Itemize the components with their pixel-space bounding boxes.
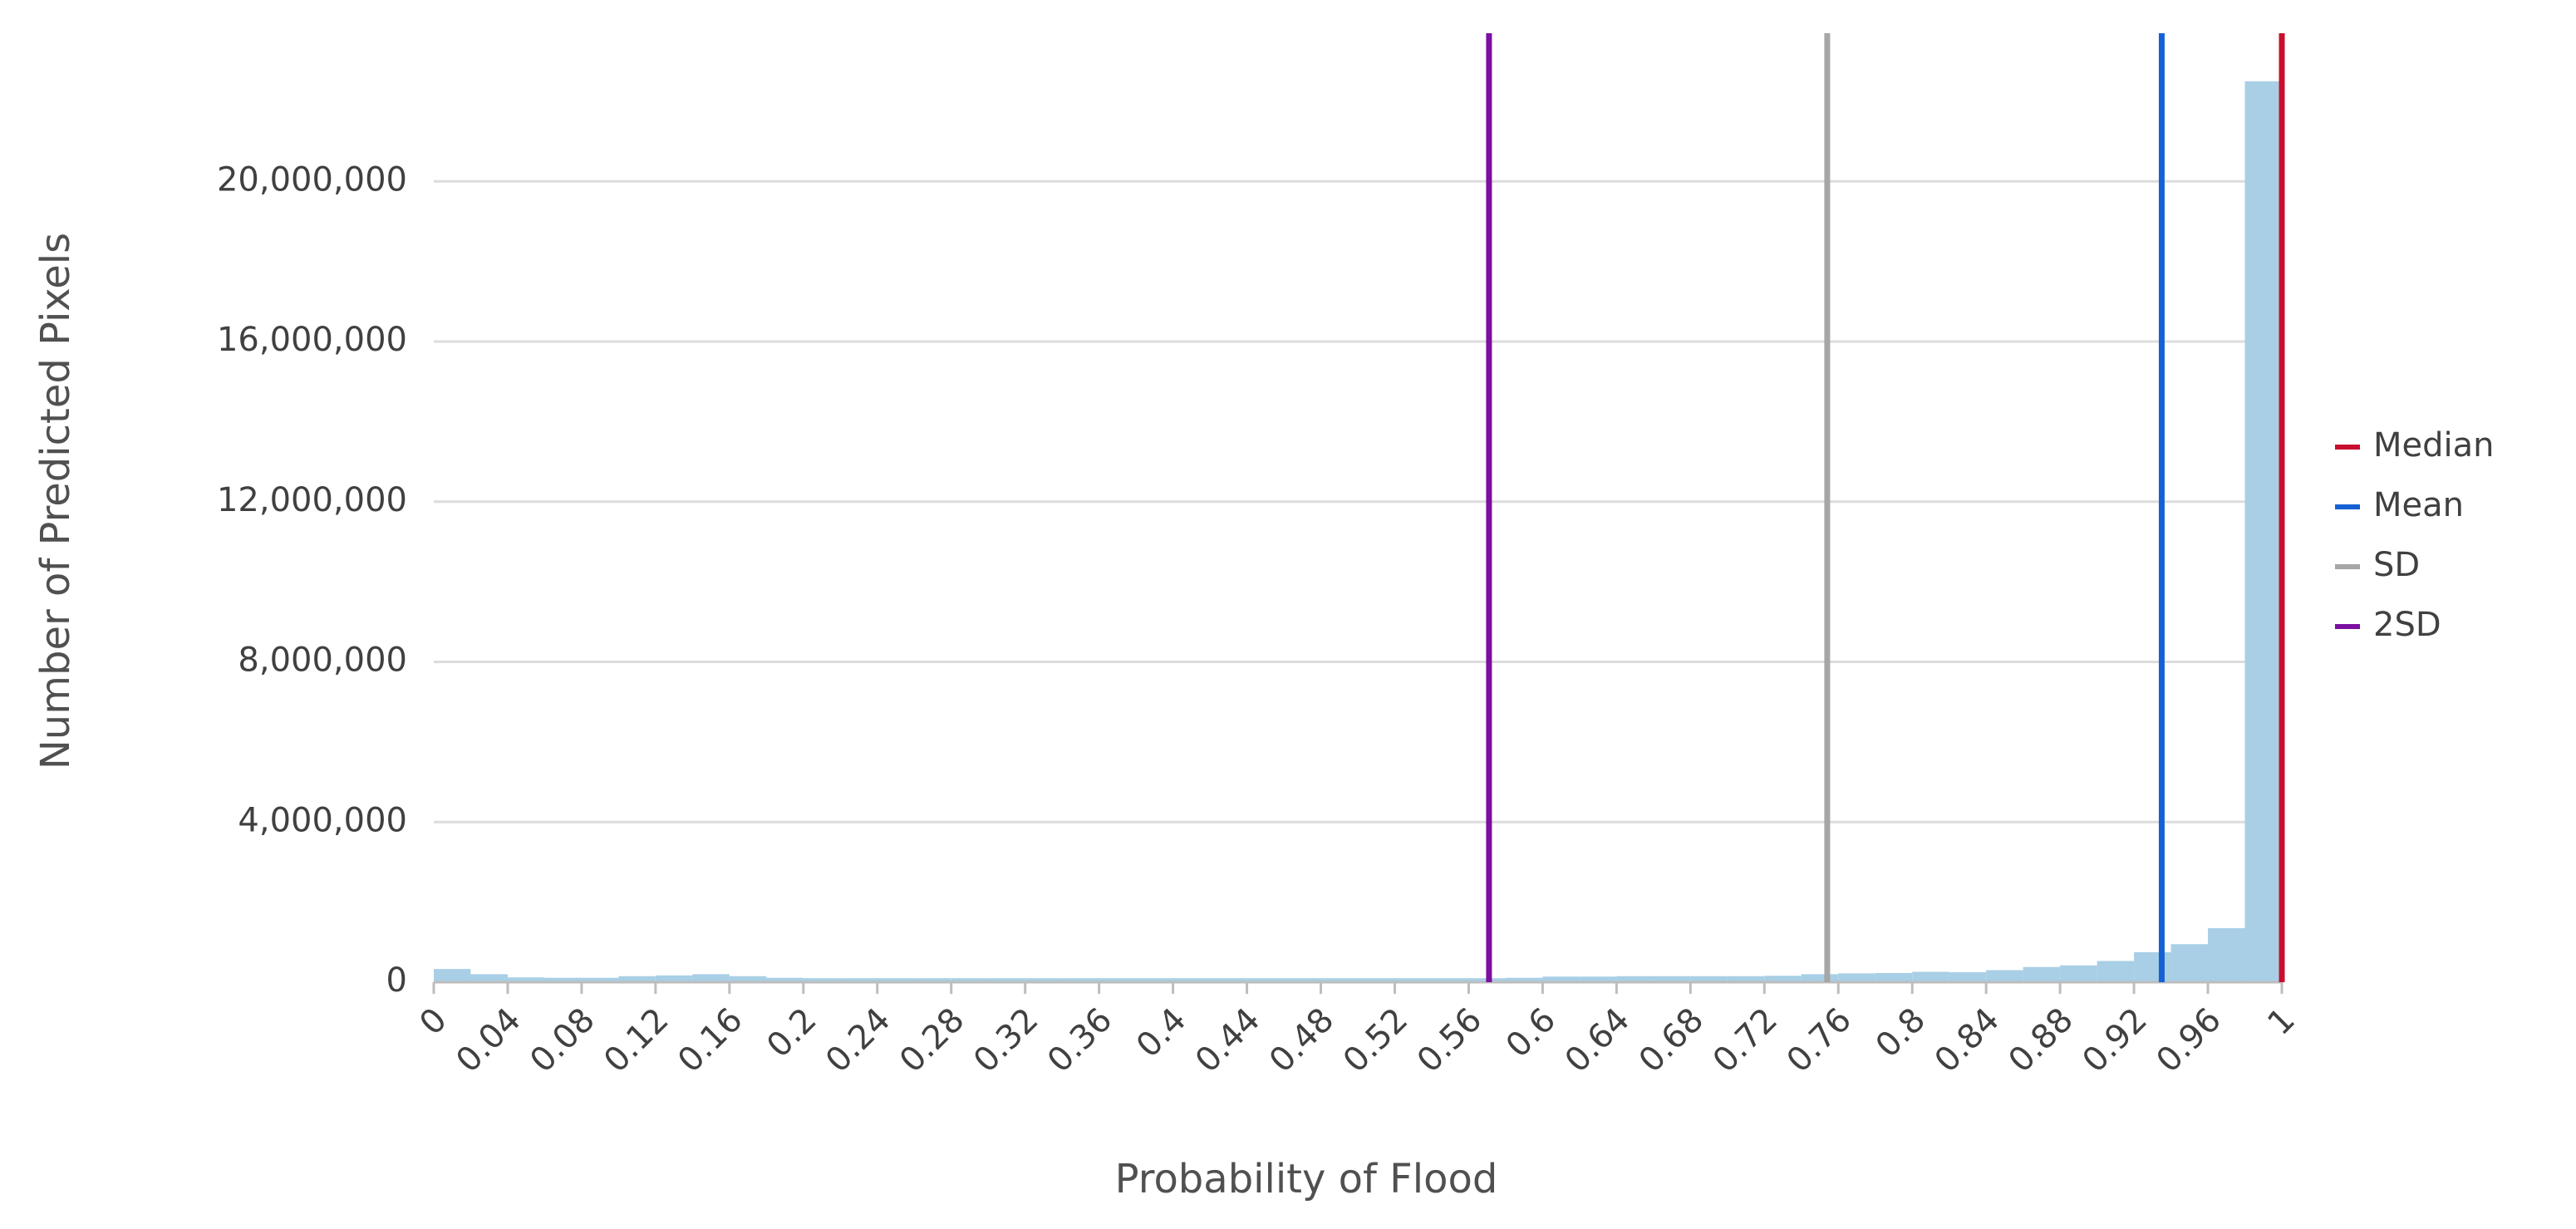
x-tick-label: 0.64: [1558, 1000, 1638, 1080]
bar: [544, 977, 582, 982]
bar: [877, 978, 915, 982]
bar: [1246, 978, 1285, 982]
bar: [1875, 972, 1913, 982]
legend-label: 2SD: [2373, 606, 2441, 644]
x-tick-label: 0.24: [819, 1000, 898, 1080]
x-tick-label: 0: [412, 1000, 455, 1043]
bar: [2097, 961, 2135, 982]
x-tick-label: 0.72: [1706, 1000, 1786, 1080]
bar: [1358, 978, 1395, 982]
y-tick-label: 12,000,000: [217, 481, 407, 519]
y-axis-title: Number of Predicted Pixels: [32, 233, 79, 769]
x-tick-label: 0.56: [1410, 1000, 1490, 1080]
legend-label: SD: [2373, 546, 2420, 584]
bar: [655, 975, 693, 982]
bar: [1394, 978, 1432, 982]
x-tick-label: 0.96: [2149, 1000, 2229, 1080]
bar: [766, 977, 804, 982]
bar: [507, 977, 545, 982]
bar: [988, 978, 1025, 982]
bar: [1764, 976, 1802, 982]
bar: [470, 974, 508, 982]
bar: [951, 978, 989, 982]
x-tick-label: 0.12: [597, 1000, 676, 1080]
bar: [1062, 978, 1099, 982]
bar: [914, 978, 951, 982]
y-tick-label: 20,000,000: [217, 160, 407, 199]
bar: [1727, 976, 1765, 982]
x-tick-label: 0.32: [966, 1000, 1046, 1080]
bar: [692, 974, 730, 982]
bar: [1172, 978, 1211, 982]
x-tick-label: 0.4: [1129, 1000, 1194, 1065]
bar: [1542, 976, 1580, 982]
bar: [2134, 951, 2171, 982]
x-tick-label: 0.44: [1188, 1000, 1268, 1080]
bar: [1431, 978, 1469, 982]
bar: [2060, 965, 2097, 982]
legend-label: Mean: [2373, 486, 2464, 524]
bar: [1616, 976, 1654, 982]
x-tick-label: 0.52: [1336, 1000, 1416, 1080]
bar: [1210, 978, 1247, 982]
bar: [729, 976, 767, 982]
x-tick-label: 0.84: [1928, 1000, 2008, 1080]
bar: [1986, 970, 2023, 982]
bar: [1025, 978, 1063, 982]
x-tick-label: 1: [2260, 1000, 2303, 1043]
x-axis-title: Probability of Flood: [1115, 1156, 1498, 1202]
x-tick-label: 0.48: [1262, 1000, 1342, 1080]
x-tick-label: 0.76: [1780, 1000, 1860, 1080]
bar: [1136, 978, 1173, 982]
bar: [840, 978, 878, 982]
bar: [2170, 944, 2209, 982]
bar: [618, 976, 656, 982]
x-tick-label: 0.16: [671, 1000, 750, 1080]
x-tick-label: 0.92: [2075, 1000, 2155, 1080]
bar: [2023, 966, 2061, 982]
x-tick-label: 0.08: [523, 1000, 602, 1080]
bar: [1320, 978, 1358, 982]
bar: [803, 978, 841, 982]
bar: [2208, 927, 2245, 982]
y-tick-label: 8,000,000: [238, 642, 407, 680]
x-tick-label: 0.36: [1040, 1000, 1120, 1080]
bar: [1284, 978, 1321, 982]
bar: [1690, 976, 1728, 982]
x-tick-label: 0.28: [892, 1000, 972, 1080]
bar: [1949, 971, 1987, 982]
y-tick-label: 16,000,000: [217, 321, 407, 359]
bar: [581, 977, 619, 982]
bar: [1912, 971, 1949, 982]
bar: [1579, 976, 1617, 982]
bar: [434, 969, 471, 982]
y-tick-label: 4,000,000: [238, 801, 407, 839]
x-tick-label: 0.2: [760, 1000, 824, 1065]
bar: [1653, 976, 1691, 982]
bar: [1099, 978, 1137, 982]
bar: [1838, 973, 1875, 982]
x-tick-label: 0.68: [1632, 1000, 1712, 1080]
x-tick-label: 0.6: [1499, 1000, 1564, 1065]
x-tick-label: 0.88: [2001, 1000, 2081, 1080]
legend-label: Median: [2373, 426, 2495, 465]
x-tick-label: 0.8: [1869, 1000, 1934, 1065]
bar: [2244, 81, 2282, 983]
bar: [1505, 977, 1543, 982]
y-tick-label: 0: [386, 961, 407, 1000]
x-tick-label: 0.04: [449, 1000, 528, 1080]
bar: [1801, 974, 1839, 982]
